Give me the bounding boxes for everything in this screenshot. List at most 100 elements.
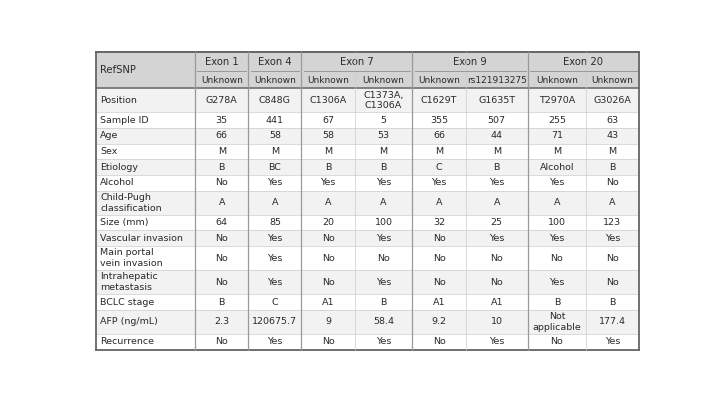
Bar xyxy=(528,73,586,89)
Text: B: B xyxy=(493,163,500,172)
Text: No: No xyxy=(491,278,503,287)
Bar xyxy=(96,270,639,294)
Text: Yes: Yes xyxy=(549,234,565,243)
Bar xyxy=(96,160,639,175)
Text: Unknown: Unknown xyxy=(591,76,633,85)
Text: A1: A1 xyxy=(491,298,503,306)
Text: Yes: Yes xyxy=(267,254,282,263)
Text: Exon 4: Exon 4 xyxy=(258,58,292,67)
Text: 64: 64 xyxy=(216,218,227,227)
Text: 2.3: 2.3 xyxy=(214,318,230,326)
Bar xyxy=(96,112,639,128)
Text: Unknown: Unknown xyxy=(536,76,578,85)
Text: No: No xyxy=(215,234,228,243)
Text: Yes: Yes xyxy=(605,337,620,346)
Text: Yes: Yes xyxy=(267,234,282,243)
Text: Yes: Yes xyxy=(320,178,336,187)
Bar xyxy=(586,73,639,89)
Text: 85: 85 xyxy=(269,218,281,227)
Text: Sex: Sex xyxy=(100,147,118,156)
Bar xyxy=(96,310,639,334)
Text: Not
applicable: Not applicable xyxy=(533,312,581,332)
Text: Unknown: Unknown xyxy=(307,76,349,85)
Text: M: M xyxy=(379,147,388,156)
Text: Recurrence: Recurrence xyxy=(100,337,154,346)
Text: T2970A: T2970A xyxy=(539,96,575,105)
Text: Exon 1: Exon 1 xyxy=(205,58,239,67)
Text: A1: A1 xyxy=(322,298,334,306)
Bar xyxy=(96,246,639,270)
Text: 441: 441 xyxy=(266,116,284,125)
Text: 20: 20 xyxy=(322,218,334,227)
Text: Position: Position xyxy=(100,96,137,105)
Text: Exon 9: Exon 9 xyxy=(453,58,487,67)
Text: No: No xyxy=(606,254,619,263)
Text: 355: 355 xyxy=(430,116,448,125)
Text: Vascular invasion: Vascular invasion xyxy=(100,234,183,243)
Text: C: C xyxy=(436,163,442,172)
Text: 44: 44 xyxy=(491,131,503,141)
Text: Yes: Yes xyxy=(431,178,446,187)
Text: No: No xyxy=(322,234,334,243)
Text: Unknown: Unknown xyxy=(418,76,460,85)
Bar xyxy=(96,89,639,112)
Text: G1635T: G1635T xyxy=(478,96,515,105)
Text: No: No xyxy=(322,254,334,263)
Text: Size (mm): Size (mm) xyxy=(100,218,149,227)
Bar xyxy=(96,230,639,246)
Bar xyxy=(412,73,466,89)
Text: G3026A: G3026A xyxy=(593,96,631,105)
Text: 123: 123 xyxy=(603,218,622,227)
Text: 177.4: 177.4 xyxy=(599,318,626,326)
Bar xyxy=(96,215,639,230)
Bar xyxy=(354,73,412,89)
Bar xyxy=(96,128,639,144)
Bar xyxy=(248,52,302,73)
Text: No: No xyxy=(377,254,390,263)
Text: 35: 35 xyxy=(215,116,227,125)
Text: C: C xyxy=(272,298,278,306)
Bar xyxy=(96,175,639,191)
Text: 43: 43 xyxy=(606,131,618,141)
Text: 5: 5 xyxy=(381,116,386,125)
Text: B: B xyxy=(325,163,332,172)
Text: Yes: Yes xyxy=(549,278,565,287)
Bar xyxy=(412,52,528,73)
Bar xyxy=(195,52,248,73)
Text: A: A xyxy=(493,198,500,207)
Text: RefSNP: RefSNP xyxy=(100,65,136,75)
Text: M: M xyxy=(217,147,226,156)
Text: 507: 507 xyxy=(488,116,506,125)
Text: Yes: Yes xyxy=(605,234,620,243)
Text: No: No xyxy=(491,254,503,263)
Text: M: M xyxy=(493,147,501,156)
Text: Yes: Yes xyxy=(267,178,282,187)
Text: C1629T: C1629T xyxy=(421,96,457,105)
Text: C848G: C848G xyxy=(259,96,291,105)
Text: A: A xyxy=(436,198,442,207)
Text: Yes: Yes xyxy=(489,337,505,346)
Text: 67: 67 xyxy=(322,116,334,125)
Bar xyxy=(96,334,639,350)
Text: No: No xyxy=(215,278,228,287)
Text: Unknown: Unknown xyxy=(363,76,404,85)
Text: No: No xyxy=(215,337,228,346)
Text: B: B xyxy=(380,163,386,172)
Text: M: M xyxy=(608,147,617,156)
Text: 100: 100 xyxy=(374,218,393,227)
Text: Yes: Yes xyxy=(267,337,282,346)
Text: No: No xyxy=(322,337,334,346)
Text: A: A xyxy=(218,198,225,207)
Text: C1373A,
C1306A: C1373A, C1306A xyxy=(364,91,404,110)
Text: 9: 9 xyxy=(325,318,331,326)
Bar xyxy=(96,52,195,89)
Text: 58: 58 xyxy=(322,131,334,141)
Bar xyxy=(302,73,354,89)
Text: No: No xyxy=(433,254,446,263)
Text: Child-Pugh
classification: Child-Pugh classification xyxy=(100,193,162,213)
Text: Alcohol: Alcohol xyxy=(540,163,574,172)
Bar xyxy=(195,73,248,89)
Bar xyxy=(528,52,639,73)
Text: Alcohol: Alcohol xyxy=(100,178,135,187)
Text: 58: 58 xyxy=(269,131,281,141)
